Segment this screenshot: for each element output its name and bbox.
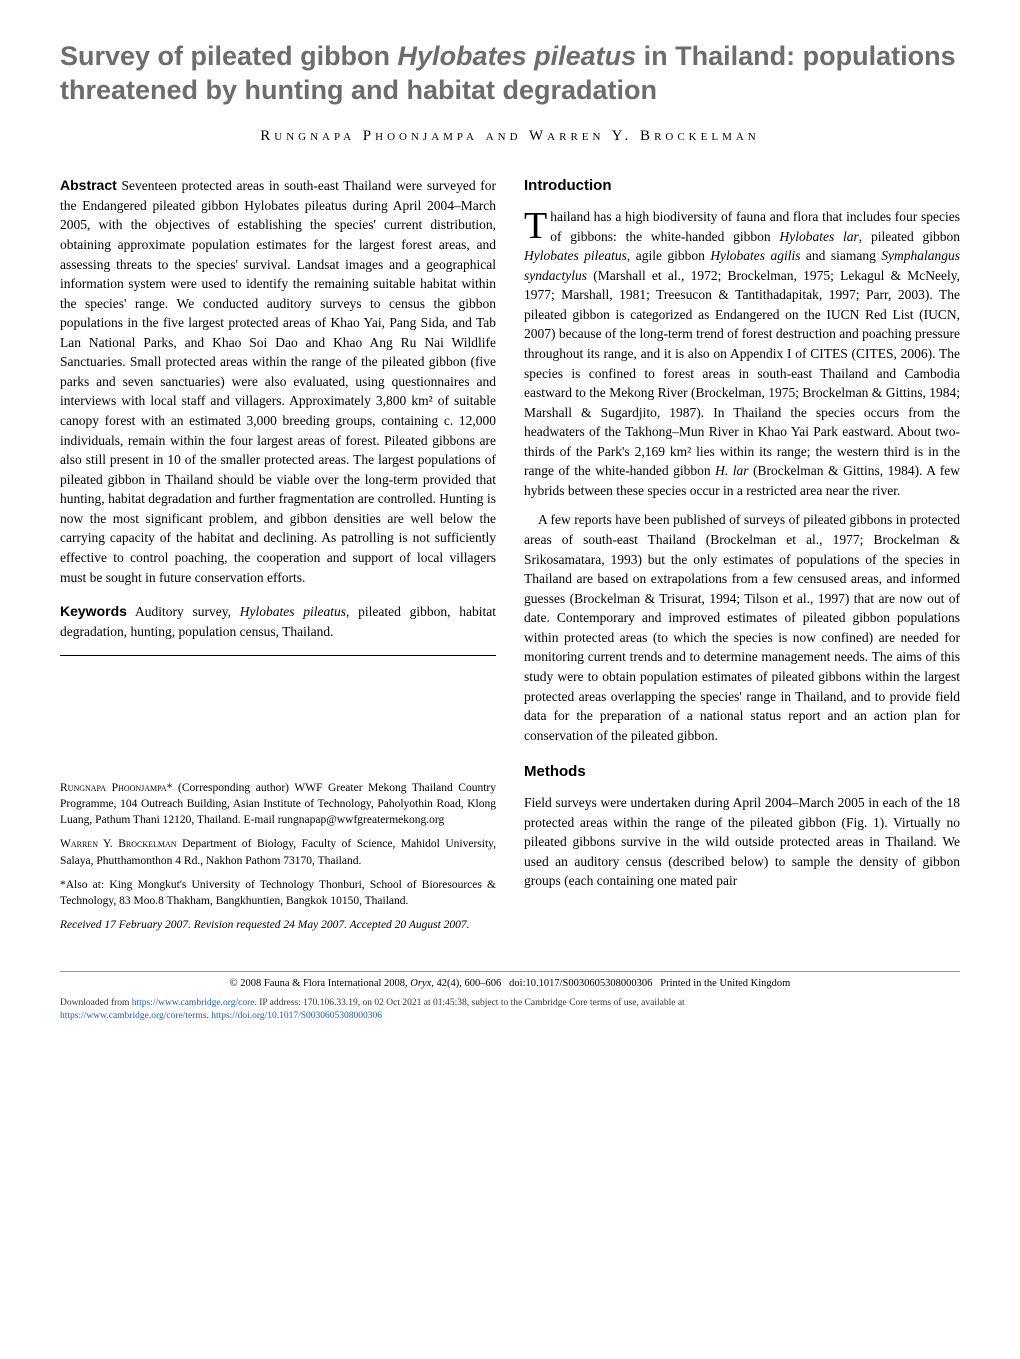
intro-para1-body: hailand has a high biodiversity of fauna…: [524, 209, 960, 498]
right-column: Introduction Thailand has a high biodive…: [524, 175, 960, 941]
dropcap-letter: T: [524, 207, 550, 242]
abstract-label: Abstract: [60, 177, 117, 193]
methods-heading: Methods: [524, 761, 960, 783]
footer-url3[interactable]: https://doi.org/10.1017/S003060530800030…: [211, 1011, 382, 1021]
title-part1: Survey of pileated gibbon: [60, 41, 398, 71]
affiliation-dates: Received 17 February 2007. Revision requ…: [60, 917, 496, 933]
left-column: Abstract Seventeen protected areas in so…: [60, 175, 496, 941]
keywords-paragraph: Keywords Auditory survey, Hylobates pile…: [60, 601, 496, 641]
page-footer: © 2008 Fauna & Flora International 2008,…: [60, 971, 960, 1022]
affiliations-block: Rungnapa Phoonjampa* (Corresponding auth…: [60, 780, 496, 933]
article-title: Survey of pileated gibbon Hylobates pile…: [60, 40, 960, 108]
affil1-name: Rungnapa Phoonjampa*: [60, 782, 172, 794]
footer-url2[interactable]: https://www.cambridge.org/core/terms: [60, 1011, 206, 1021]
two-column-layout: Abstract Seventeen protected areas in so…: [60, 175, 960, 941]
intro-para-2: A few reports have been published of sur…: [524, 510, 960, 745]
footer-dl-text1: Downloaded from: [60, 998, 132, 1008]
authors-line: Rungnapa Phoonjampa and Warren Y. Brocke…: [60, 126, 960, 148]
keywords-label: Keywords: [60, 603, 127, 619]
title-italic: Hylobates pileatus: [398, 41, 637, 71]
footer-copyright: © 2008 Fauna & Flora International 2008,…: [60, 976, 960, 991]
divider-line: [60, 655, 496, 656]
intro-para-1: Thailand has a high biodiversity of faun…: [524, 207, 960, 500]
footer-dl-text2: . IP address: 170.106.33.19, on 02 Oct 2…: [254, 998, 684, 1008]
footer-download-info: Downloaded from https://www.cambridge.or…: [60, 997, 960, 1022]
introduction-heading: Introduction: [524, 175, 960, 197]
methods-para-1: Field surveys were undertaken during Apr…: [524, 793, 960, 891]
affiliation-1: Rungnapa Phoonjampa* (Corresponding auth…: [60, 780, 496, 828]
abstract-paragraph: Abstract Seventeen protected areas in so…: [60, 175, 496, 587]
abstract-body: Seventeen protected areas in south-east …: [60, 178, 496, 584]
affil2-name: Warren Y. Brockelman: [60, 838, 177, 850]
affiliation-3: *Also at: King Mongkut's University of T…: [60, 877, 496, 909]
footer-url1[interactable]: https://www.cambridge.org/core: [132, 998, 255, 1008]
affiliation-2: Warren Y. Brockelman Department of Biolo…: [60, 836, 496, 868]
